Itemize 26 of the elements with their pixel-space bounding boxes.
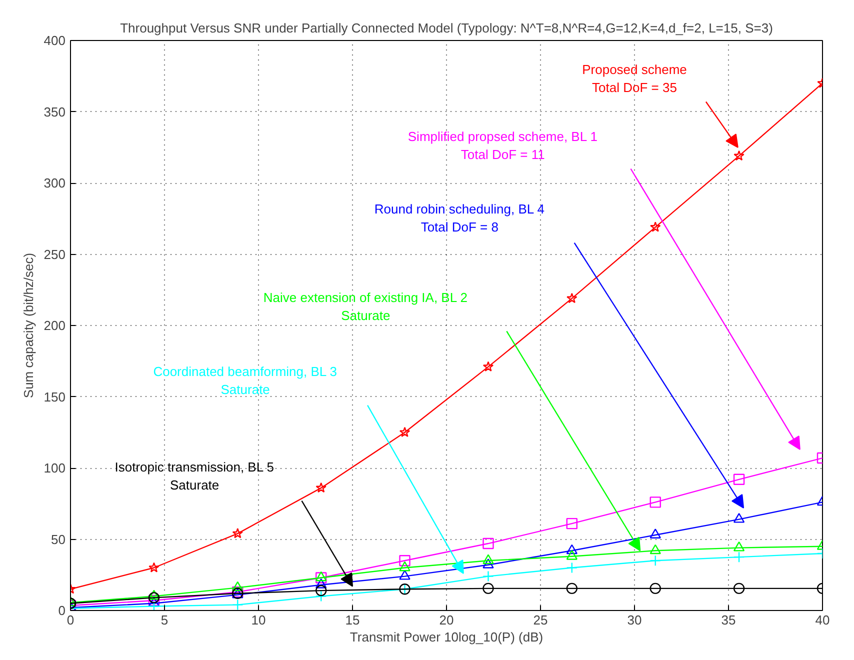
- annotation: Proposed scheme Total DoF = 35: [582, 62, 687, 95]
- x-axis-title: Transmit Power 10log_10(P) (dB): [350, 630, 544, 644]
- annotation: Naive extension of existing IA, BL 2 Saturate: [263, 290, 468, 323]
- x-tick-label: 20: [439, 612, 454, 628]
- x-tick-label: 15: [345, 612, 360, 628]
- annotation: Isotropic transmission, BL 5 Saturate: [114, 459, 274, 492]
- y-tick-label: 250: [44, 246, 66, 262]
- x-tick-label: 10: [251, 612, 266, 628]
- y-tick-label: 400: [44, 33, 66, 48]
- x-tick-label: 5: [160, 612, 168, 628]
- y-tick-label: 0: [58, 603, 66, 618]
- annotation: Round robin scheduling, BL 4 Total DoF = 8: [374, 202, 544, 235]
- chart-title: Throughput Versus SNR under Partially Connected Model (Typology: N^T=8,N^R=4,G=12,K=4,d_f=2, L=15, S=3): [120, 20, 773, 36]
- y-tick-label: 300: [44, 176, 66, 190]
- y-axis-title: Sum capacity (bit/hz/sec): [20, 252, 36, 398]
- x-tick-label: 40: [815, 612, 830, 628]
- y-tick-label: 50: [51, 532, 66, 547]
- y-tick-label: 200: [44, 318, 66, 333]
- x-tick-label: 25: [533, 612, 548, 628]
- x-tick-label: 35: [721, 612, 736, 628]
- annotation: Coordinated beamforming, BL 3 Saturate: [153, 364, 337, 397]
- x-tick-label: 30: [627, 612, 642, 628]
- annotation: Simplified propsed scheme, BL 1 Total DoF = 11: [408, 128, 598, 162]
- y-tick-label: 350: [44, 104, 66, 120]
- y-tick-label: 100: [44, 460, 66, 476]
- y-tick-label: 150: [44, 389, 66, 404]
